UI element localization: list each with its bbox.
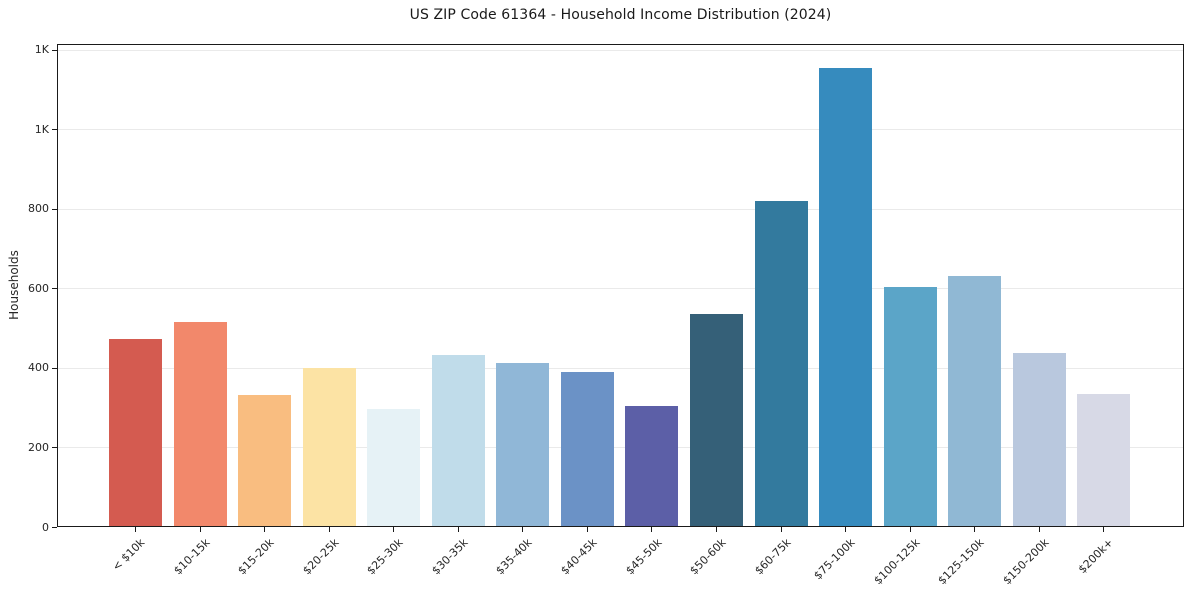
- y-tick-mark: [52, 129, 57, 131]
- bar: [883, 286, 937, 527]
- x-tick-mark: [651, 527, 653, 532]
- x-tick-mark: [135, 527, 136, 532]
- bar: [754, 200, 808, 527]
- plot-area: [57, 44, 1184, 527]
- x-tick-mark: [1103, 527, 1105, 532]
- x-tick-label: $40-45k: [558, 536, 600, 578]
- bar: [496, 363, 550, 527]
- gridline: [57, 367, 1184, 369]
- x-tick-label: $100-125k: [871, 536, 923, 588]
- x-tick-mark: [780, 527, 782, 532]
- x-tick-label: $15-20k: [235, 536, 277, 578]
- x-tick-mark: [328, 527, 330, 532]
- bar: [431, 355, 485, 527]
- y-tick-label: 800: [28, 202, 49, 216]
- x-tick-label: $125-150k: [935, 536, 987, 588]
- bar: [173, 322, 227, 527]
- bar: [560, 371, 614, 527]
- gridline: [57, 288, 1184, 290]
- bar: [238, 394, 292, 527]
- bar: [302, 367, 356, 527]
- y-tick-label: 200: [28, 440, 49, 454]
- y-tick-label: 400: [28, 361, 49, 375]
- y-tick-label: 1K: [34, 122, 49, 136]
- bar: [109, 338, 162, 527]
- bar: [1077, 394, 1131, 527]
- x-tick-label: $150-200k: [1000, 536, 1052, 588]
- y-tick-mark: [52, 208, 57, 210]
- y-tick-label: 1K: [34, 43, 49, 57]
- gridline: [57, 129, 1184, 131]
- gridline: [57, 447, 1184, 449]
- x-tick-mark: [715, 527, 717, 532]
- gridline: [57, 49, 1184, 51]
- x-tick-label: < $10k: [110, 536, 148, 574]
- gridline: [57, 208, 1184, 210]
- y-tick-mark: [52, 288, 57, 290]
- x-tick-label: $75-100k: [811, 536, 858, 583]
- y-tick-label: 0: [42, 520, 49, 534]
- y-tick-mark: [52, 49, 57, 51]
- chart-title: US ZIP Code 61364 - Household Income Dis…: [409, 7, 832, 23]
- x-tick-mark: [393, 527, 395, 532]
- x-tick-mark: [457, 527, 459, 532]
- x-tick-label: $10-15k: [170, 536, 213, 578]
- bar: [367, 408, 421, 527]
- x-tick-mark: [586, 527, 588, 532]
- x-tick-mark: [909, 527, 911, 532]
- x-tick-label: $60-75k: [751, 536, 794, 578]
- x-tick-mark: [845, 527, 847, 532]
- bar: [948, 275, 1002, 527]
- x-tick-label: $50-60k: [687, 536, 729, 578]
- x-tick-mark: [1038, 527, 1040, 532]
- y-tick-mark: [52, 447, 57, 449]
- x-tick-label: $45-50k: [622, 536, 665, 578]
- x-tick-mark: [974, 527, 976, 532]
- bar: [1012, 353, 1066, 527]
- x-tick-label: $30-35k: [429, 536, 471, 578]
- x-tick-mark: [199, 527, 201, 532]
- x-tick-label: $35-40k: [493, 536, 535, 578]
- x-tick-label: $200k+: [1075, 536, 1116, 577]
- x-tick-mark: [264, 527, 266, 532]
- x-tick-mark: [522, 527, 524, 532]
- y-tick-mark: [52, 367, 57, 369]
- x-tick-label: $25-30k: [364, 536, 406, 578]
- bar: [819, 68, 873, 527]
- bar: [689, 313, 743, 527]
- y-tick-label: 600: [28, 281, 49, 295]
- bar: [625, 405, 679, 527]
- y-tick-mark: [52, 527, 57, 528]
- x-tick-label: $20-25k: [300, 536, 342, 578]
